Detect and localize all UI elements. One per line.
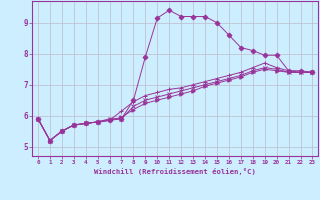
X-axis label: Windchill (Refroidissement éolien,°C): Windchill (Refroidissement éolien,°C) bbox=[94, 168, 256, 175]
